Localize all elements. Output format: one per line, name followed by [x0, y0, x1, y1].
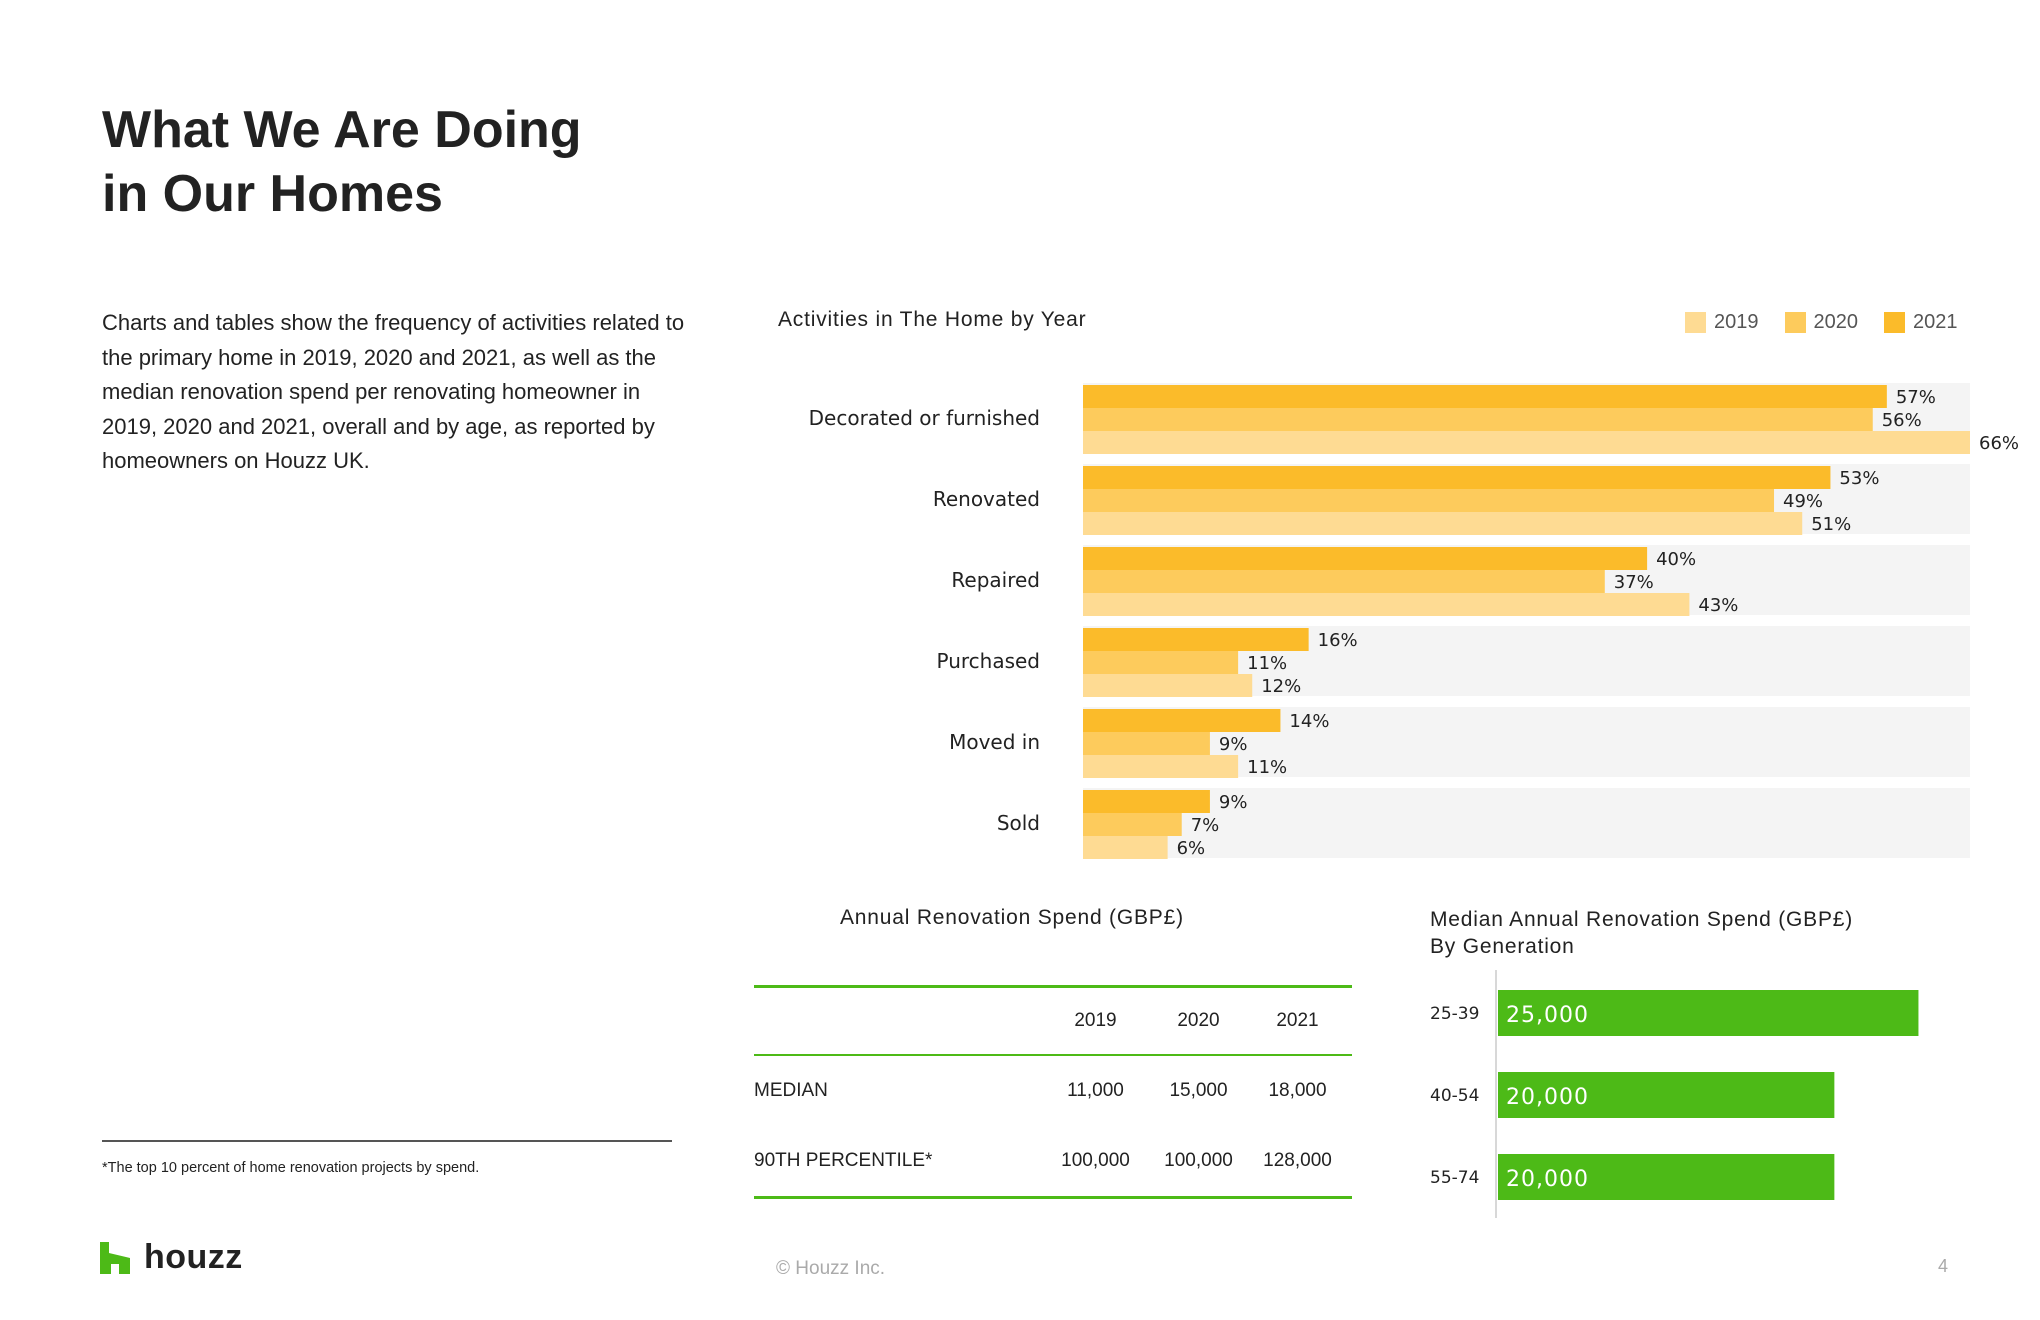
- bar-2019: [1083, 836, 1168, 859]
- data-label: 7%: [1191, 815, 1220, 836]
- bar-2019: [1083, 512, 1803, 535]
- legend-label-2020: 2020: [1813, 311, 1859, 333]
- page-title-line1: What We Are Doing: [102, 101, 582, 159]
- table-cell: 100,000: [1164, 1150, 1233, 1171]
- footnote: *The top 10 percent of home renovation p…: [102, 1160, 480, 1176]
- data-label: 57%: [1896, 387, 1936, 408]
- table-header-row: 2019 2020 2021: [754, 988, 1352, 1054]
- table-header-2021: 2021: [1276, 1010, 1319, 1031]
- category-label: Renovated: [933, 487, 1040, 511]
- data-label: 6%: [1177, 838, 1206, 859]
- activities-chart-title: Activities in The Home by Year: [778, 308, 1087, 331]
- page-title-line2: in Our Homes: [102, 165, 443, 223]
- data-label: 12%: [1261, 676, 1301, 697]
- category-label: Purchased: [936, 649, 1040, 673]
- data-label: 43%: [1698, 595, 1738, 616]
- data-label: 40%: [1656, 549, 1696, 570]
- generation-chart-title-line1: Median Annual Renovation Spend (GBP£): [1430, 908, 1854, 931]
- data-label: 9%: [1219, 792, 1248, 813]
- data-label: 51%: [1811, 514, 1851, 535]
- data-label: 53%: [1839, 468, 1879, 489]
- houzz-logo[interactable]: houzz: [100, 1238, 243, 1277]
- generation-chart-title-line2: By Generation: [1430, 935, 1575, 958]
- legend-item-2019: 2019: [1685, 311, 1759, 334]
- table-cell: 128,000: [1263, 1150, 1332, 1171]
- table-row: MEDIAN 11,000 15,000 18,000: [754, 1056, 1352, 1126]
- activities-bar-chart: Decorated or furnished 57%56% 66% Renovated…: [809, 383, 2019, 859]
- bar-2019: [1083, 674, 1253, 697]
- bar-track: [1083, 788, 1970, 858]
- bar-2020: [1083, 570, 1605, 593]
- table-row-label: MEDIAN: [754, 1080, 828, 1101]
- category-label: Repaired: [951, 568, 1040, 592]
- generation-value-label: 20,000: [1506, 1167, 1589, 1192]
- footnote-divider: [102, 1140, 672, 1142]
- generation-bar: [1498, 1072, 1835, 1118]
- generation-chart-title: Median Annual Renovation Spend (GBP£) By…: [1430, 906, 1853, 960]
- bar-2021: [1083, 790, 1210, 813]
- generation-bar: [1498, 990, 1919, 1036]
- generation-bar: [1498, 1154, 1835, 1200]
- bar-2021: [1083, 628, 1309, 651]
- houzz-house-icon: [100, 1241, 130, 1274]
- legend-label-2019: 2019: [1714, 311, 1759, 333]
- bar-2020: [1083, 813, 1182, 836]
- legend-item-2021: 2021: [1884, 311, 1958, 334]
- spend-table: 2019 2020 2021 MEDIAN 11,000 15,000 18,0…: [754, 985, 1352, 1199]
- bar-2019: [1083, 755, 1239, 778]
- description: Charts and tables show the frequency of …: [102, 310, 685, 473]
- data-label: 11%: [1247, 757, 1287, 778]
- table-cell: 11,000: [1067, 1080, 1124, 1101]
- table-row: 90TH PERCENTILE* 100,000 100,000 128,000: [754, 1126, 1352, 1196]
- bar-2021: [1083, 385, 1887, 408]
- legend-swatch-2021: [1884, 312, 1905, 333]
- bar-2021: [1083, 547, 1648, 570]
- bar-2021: [1083, 466, 1831, 489]
- legend-swatch-2019: [1685, 312, 1706, 333]
- bar-2020: [1083, 651, 1239, 674]
- page-number: 4: [1938, 1256, 1949, 1276]
- copyright: © Houzz Inc.: [776, 1258, 886, 1279]
- data-label: 9%: [1219, 734, 1248, 755]
- table-cell: 18,000: [1268, 1080, 1327, 1101]
- data-label: 11%: [1247, 653, 1287, 674]
- page-title: What We Are Doing in Our Homes: [102, 98, 582, 226]
- generation-value-label: 20,000: [1506, 1085, 1589, 1110]
- table-top-rule: [754, 985, 1352, 988]
- legend-item-2020: 2020: [1784, 311, 1859, 334]
- data-label: 37%: [1614, 572, 1654, 593]
- logo-text: houzz: [144, 1238, 243, 1276]
- data-label: 56%: [1882, 410, 1922, 431]
- data-label: 16%: [1318, 630, 1358, 651]
- data-label: 14%: [1289, 711, 1329, 732]
- generation-value-label: 25,000: [1506, 1003, 1589, 1028]
- table-row-label: 90TH PERCENTILE*: [754, 1150, 933, 1171]
- category-label: Decorated or furnished: [809, 406, 1040, 430]
- legend-swatch-2020: [1784, 312, 1806, 333]
- spend-table-title: Annual Renovation Spend (GBP£): [840, 906, 1184, 929]
- table-cell: 100,000: [1061, 1150, 1130, 1171]
- generation-label: 40-54: [1430, 1086, 1479, 1106]
- legend-label-2021: 2021: [1913, 311, 1958, 333]
- activities-legend: 2019 2020 2021: [1685, 311, 1958, 334]
- table-cell: 15,000: [1169, 1080, 1228, 1101]
- data-label: 66%: [1979, 433, 2019, 454]
- category-label: Sold: [997, 811, 1040, 835]
- table-header-rule: [754, 1054, 1352, 1056]
- category-label: Moved in: [949, 730, 1040, 754]
- table-bottom-rule: [754, 1196, 1352, 1199]
- bar-2021: [1083, 709, 1281, 732]
- generation-label: 25-39: [1430, 1004, 1479, 1024]
- data-label: 49%: [1783, 491, 1823, 512]
- bar-2020: [1083, 408, 1873, 431]
- bar-2019: [1083, 431, 1970, 454]
- bar-2019: [1083, 593, 1690, 616]
- table-header-2020: 2020: [1177, 1010, 1220, 1031]
- table-header-2019: 2019: [1074, 1010, 1117, 1031]
- generation-label: 55-74: [1430, 1168, 1479, 1188]
- bar-2020: [1083, 489, 1775, 512]
- bar-2020: [1083, 732, 1210, 755]
